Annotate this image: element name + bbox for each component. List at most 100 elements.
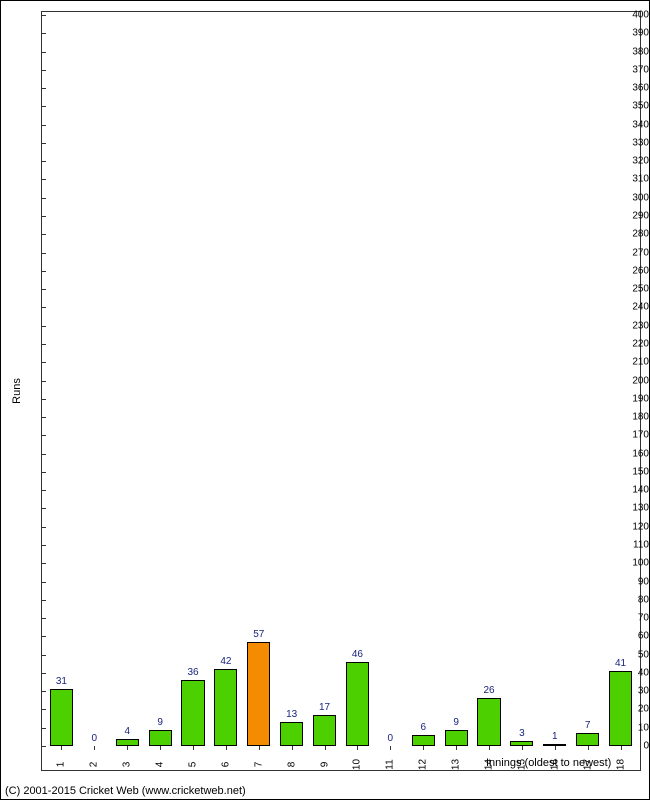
ytick-mark [42, 381, 46, 382]
bar-value-label: 7 [585, 720, 591, 731]
ytick-label: 50 [612, 649, 649, 660]
bar [576, 733, 599, 746]
xtick-mark [61, 746, 62, 750]
xtick-label: 10 [352, 759, 363, 770]
ytick-mark [42, 143, 46, 144]
ytick-mark [42, 691, 46, 692]
ytick-mark [42, 362, 46, 363]
ytick-mark [42, 673, 46, 674]
bar-value-label: 46 [352, 649, 363, 660]
xtick-mark [226, 746, 227, 750]
ytick-label: 250 [612, 284, 649, 295]
bar [214, 669, 237, 746]
xtick-mark [423, 746, 424, 750]
ytick-mark [42, 600, 46, 601]
ytick-label: 150 [612, 466, 649, 477]
bar-value-label: 6 [420, 722, 426, 733]
xtick-mark [489, 746, 490, 750]
bar-value-label: 42 [220, 656, 231, 667]
ytick-label: 390 [612, 28, 649, 39]
bar [477, 698, 500, 746]
bar-value-label: 36 [187, 667, 198, 678]
bar [149, 730, 172, 746]
ytick-label: 280 [612, 229, 649, 240]
ytick-mark [42, 161, 46, 162]
ytick-mark [42, 253, 46, 254]
bar-value-label: 13 [286, 709, 297, 720]
plot-inner: 3110243943654265771381794610011612913261… [42, 12, 640, 770]
bar [346, 662, 369, 746]
xtick-label: 6 [220, 762, 231, 768]
ytick-label: 230 [612, 320, 649, 331]
bar-value-label: 31 [56, 676, 67, 687]
ytick-label: 0 [612, 741, 649, 752]
xtick-label: 2 [89, 762, 100, 768]
ytick-label: 290 [612, 211, 649, 222]
ytick-mark [42, 508, 46, 509]
ytick-mark [42, 417, 46, 418]
ytick-label: 330 [612, 137, 649, 148]
bar-value-label: 3 [519, 728, 525, 739]
ytick-mark [42, 435, 46, 436]
ytick-mark [42, 179, 46, 180]
ytick-label: 370 [612, 64, 649, 75]
ytick-mark [42, 709, 46, 710]
ytick-label: 350 [612, 101, 649, 112]
xtick-label: 5 [188, 762, 199, 768]
xtick-mark [522, 746, 523, 750]
bar [445, 730, 468, 746]
ytick-label: 20 [612, 704, 649, 715]
ytick-mark [42, 88, 46, 89]
xtick-label: 1 [56, 762, 67, 768]
x-axis-label: Innings (oldest to newest) [486, 757, 611, 769]
bar [116, 739, 139, 746]
y-axis-label: Runs [11, 378, 23, 404]
xtick-label: 11 [385, 759, 396, 769]
xtick-mark [127, 746, 128, 750]
ytick-mark [42, 636, 46, 637]
xtick-mark [292, 746, 293, 750]
bar [412, 735, 435, 746]
outer-frame: 3110243943654265771381794610011612913261… [0, 0, 650, 800]
ytick-label: 120 [612, 521, 649, 532]
ytick-label: 220 [612, 338, 649, 349]
ytick-mark [42, 326, 46, 327]
ytick-label: 160 [612, 448, 649, 459]
xtick-mark [588, 746, 589, 750]
ytick-mark [42, 344, 46, 345]
ytick-label: 300 [612, 192, 649, 203]
bar-value-label: 17 [319, 702, 330, 713]
bar-value-label: 0 [92, 733, 98, 744]
xtick-mark [193, 746, 194, 750]
ytick-mark [42, 582, 46, 583]
bar [280, 722, 303, 746]
ytick-mark [42, 33, 46, 34]
ytick-mark [42, 198, 46, 199]
xtick-mark [555, 746, 556, 750]
ytick-label: 80 [612, 594, 649, 605]
xtick-mark [357, 746, 358, 750]
ytick-label: 320 [612, 156, 649, 167]
xtick-label: 8 [286, 762, 297, 768]
ytick-label: 10 [612, 722, 649, 733]
xtick-label: 7 [253, 762, 264, 768]
ytick-label: 90 [612, 576, 649, 587]
ytick-mark [42, 234, 46, 235]
ytick-mark [42, 655, 46, 656]
ytick-mark [42, 125, 46, 126]
ytick-mark [42, 618, 46, 619]
ytick-label: 180 [612, 412, 649, 423]
ytick-mark [42, 271, 46, 272]
ytick-label: 70 [612, 613, 649, 624]
ytick-label: 400 [612, 10, 649, 21]
ytick-mark [42, 399, 46, 400]
ytick-mark [42, 70, 46, 71]
bar-value-label: 0 [388, 733, 394, 744]
ytick-mark [42, 490, 46, 491]
bar [313, 715, 336, 746]
bar-value-label: 9 [453, 717, 459, 728]
copyright-text: (C) 2001-2015 Cricket Web (www.cricketwe… [5, 785, 246, 797]
ytick-label: 200 [612, 375, 649, 386]
ytick-label: 340 [612, 119, 649, 130]
ytick-label: 130 [612, 503, 649, 514]
